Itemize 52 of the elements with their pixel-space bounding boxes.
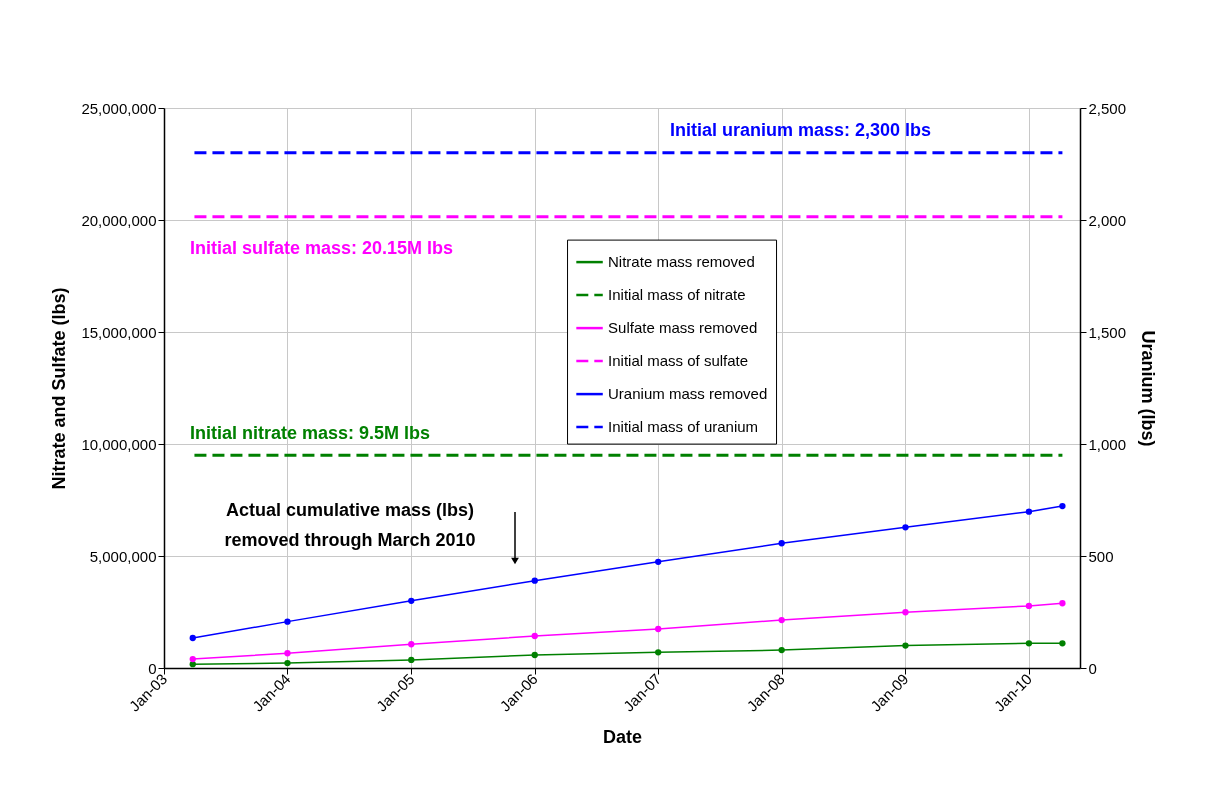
point <box>655 649 662 656</box>
y2-tick-label: 1,000 <box>1088 435 1127 453</box>
point <box>778 616 785 624</box>
y-tick-label: 0 <box>148 659 157 677</box>
point <box>1059 640 1066 647</box>
point <box>655 625 662 633</box>
legend-label: Uranium mass removed <box>608 385 768 403</box>
point <box>408 656 415 664</box>
y-tick-label: 25,000,000 <box>81 99 157 117</box>
y-tick-label: 20,000,000 <box>81 211 157 229</box>
point <box>1025 602 1033 610</box>
y-tick-label: 5,000,000 <box>89 547 157 565</box>
point <box>284 659 291 667</box>
point <box>655 558 662 565</box>
point <box>531 577 538 584</box>
point <box>408 597 415 604</box>
y2-tick-label: 2,000 <box>1088 211 1127 229</box>
x-axis-title: Date <box>602 726 643 747</box>
point <box>531 651 538 659</box>
point <box>1059 502 1066 510</box>
point <box>902 524 909 531</box>
point <box>902 642 909 649</box>
point <box>189 661 196 668</box>
point <box>189 634 196 642</box>
point <box>1025 640 1033 647</box>
point <box>778 646 785 654</box>
point <box>902 609 909 616</box>
y2-tick-label: 500 <box>1088 547 1114 565</box>
y2-tick-label: 0 <box>1088 659 1097 677</box>
y2-axis-title: Uranium (lbs) <box>1138 330 1159 447</box>
annotation: Initial uranium mass: 2,300 lbs <box>670 120 932 140</box>
y-tick-label: 15,000,000 <box>81 323 157 341</box>
y-axis-title: Nitrate and Sulfate (lbs) <box>49 287 70 490</box>
y2-tick-label: 1,500 <box>1088 323 1127 341</box>
annotation: Initial nitrate mass: 9.5M lbs <box>190 423 431 443</box>
point <box>1025 508 1033 515</box>
y-tick-label: 10,000,000 <box>81 435 157 453</box>
point <box>284 618 291 625</box>
y2-tick-label: 2,500 <box>1088 99 1127 117</box>
point <box>778 540 785 547</box>
annotation: Initial sulfate mass: 20.15M lbs <box>190 238 454 258</box>
legend-label: Initial mass of uranium <box>608 418 759 436</box>
point <box>1059 600 1066 607</box>
legend-label: Sulfate mass removed <box>608 319 758 337</box>
legend-label: Initial mass of sulfate <box>608 352 749 370</box>
legend-label: Initial mass of nitrate <box>608 286 746 304</box>
point <box>284 650 291 657</box>
point <box>408 641 415 648</box>
annotation: Actual cumulative mass (lbs) removed through March 2010 <box>224 500 476 550</box>
point <box>189 655 196 663</box>
point <box>531 632 538 640</box>
legend-label: Nitrate mass removed <box>608 253 755 271</box>
